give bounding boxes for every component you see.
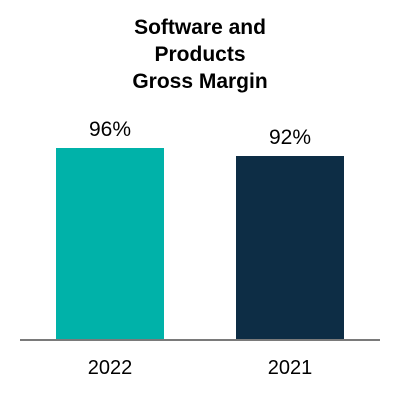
bars-group: [56, 148, 344, 340]
labels-group: 96% 2022 92% 2021: [88, 118, 313, 379]
bar-2022: [56, 148, 164, 340]
bar-2021: [236, 156, 344, 340]
chart-title-line-3: Gross Margin: [132, 70, 268, 93]
data-label-2021: 92%: [269, 126, 311, 149]
chart-title: Software and Products Gross Margin: [0, 14, 400, 95]
data-label-2022: 96%: [89, 118, 131, 141]
chart-title-line-1: Software and: [134, 16, 266, 39]
x-tick-label-2022: 2022: [88, 357, 133, 379]
x-tick-label-2021: 2021: [268, 357, 313, 379]
chart-title-line-2: Products: [154, 43, 246, 66]
